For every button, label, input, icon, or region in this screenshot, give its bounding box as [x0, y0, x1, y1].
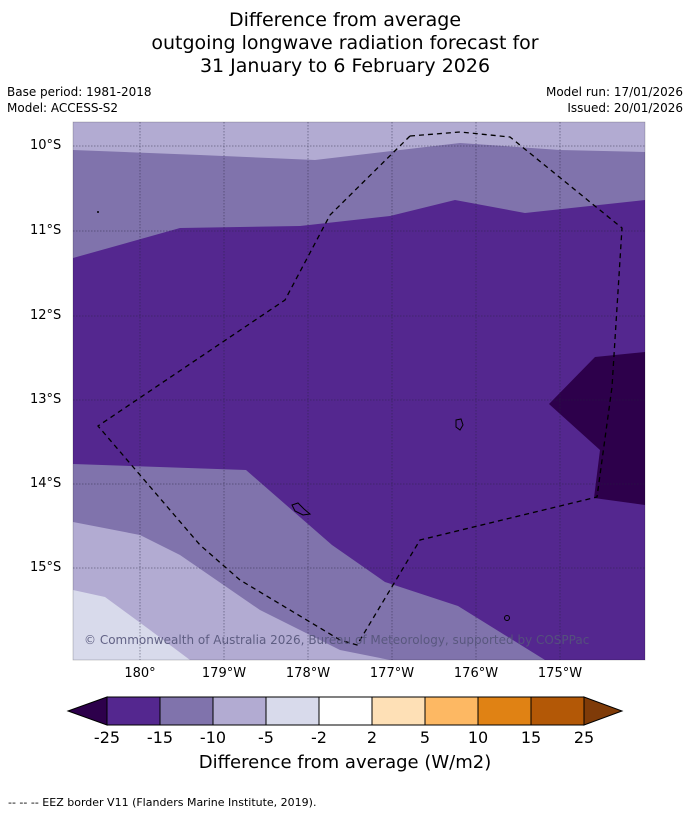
anomaly-band-below-minus25 [549, 352, 645, 505]
base-period: Base period: 1981-2018 [7, 85, 152, 99]
model-name: Model: ACCESS-S2 [7, 101, 119, 115]
lon-label-179w: 179°W [201, 666, 247, 681]
colorbar-segment-8 [477, 696, 532, 726]
colorbar-tick: 15 [520, 728, 542, 747]
colorbar-tick: -10 [199, 728, 227, 747]
anomaly-band-minus25-to-15 [73, 200, 645, 660]
lon-label-178w: 178°W [285, 666, 331, 681]
colorbar [66, 696, 624, 726]
colorbar-segment-6 [371, 696, 426, 726]
copyright-notice: © Commonwealth of Australia 2026, Bureau… [84, 633, 590, 647]
anomaly-band-minus5-to-2 [73, 590, 190, 660]
title-line-1: Difference from average [228, 9, 462, 31]
lon-label-177w: 177°W [369, 666, 415, 681]
lat-label-11s: 11°S [30, 223, 62, 238]
lat-label-13s: 13°S [30, 392, 62, 407]
colorbar-label: Difference from average (W/m2) [198, 752, 492, 773]
colorbar-extend-low [66, 696, 108, 726]
colorbar-tick: 10 [467, 728, 489, 747]
lon-label-176w: 176°W [453, 666, 499, 681]
colorbar-tick: -2 [311, 728, 327, 747]
lat-label-12s: 12°S [30, 308, 62, 323]
colorbar-segment-5 [318, 696, 373, 726]
island-small-west [97, 211, 99, 213]
colorbar-tick: -5 [258, 728, 274, 747]
model-run: Model run: 17/01/2026 [545, 85, 683, 99]
colorbar-extend-high [583, 696, 624, 726]
title-line-2: outgoing longwave radiation forecast for [151, 32, 539, 54]
colorbar-tick: 2 [366, 728, 378, 747]
colorbar-tick: -15 [146, 728, 174, 747]
colorbar-segment-2 [159, 696, 214, 726]
eez-border [97, 131, 623, 646]
colorbar-tick: 25 [573, 728, 595, 747]
colorbar-segment-4 [265, 696, 320, 726]
lat-label-10s: 10°S [30, 138, 62, 153]
anomaly-band-minus10-to-5-north [73, 122, 645, 160]
colorbar-tick: -25 [93, 728, 121, 747]
gridlines [73, 122, 645, 660]
colorbar-segment-9 [530, 696, 585, 726]
colorbar-tick: 5 [419, 728, 431, 747]
colorbar-segment-3 [212, 696, 267, 726]
title-line-3: 31 January to 6 February 2026 [199, 55, 491, 77]
lat-label-15s: 15°S [30, 560, 62, 575]
eez-footnote: -- -- -- EEZ border V11 (Flanders Marine… [8, 796, 317, 809]
lon-label-175w: 175°W [537, 666, 583, 681]
map-frame [72, 121, 646, 661]
colorbar-segment-7 [424, 696, 479, 726]
map-area [73, 122, 645, 660]
island-small-east [504, 615, 510, 621]
lat-label-14s: 14°S [30, 476, 62, 491]
issued-date: Issued: 20/01/2026 [567, 101, 683, 115]
island-wallis [455, 418, 464, 431]
colorbar-segment-1 [106, 696, 161, 726]
island-futuna [291, 502, 312, 516]
anomaly-band-minus10-to-5-southwest [73, 522, 390, 660]
lon-label-180: 180° [124, 666, 156, 681]
